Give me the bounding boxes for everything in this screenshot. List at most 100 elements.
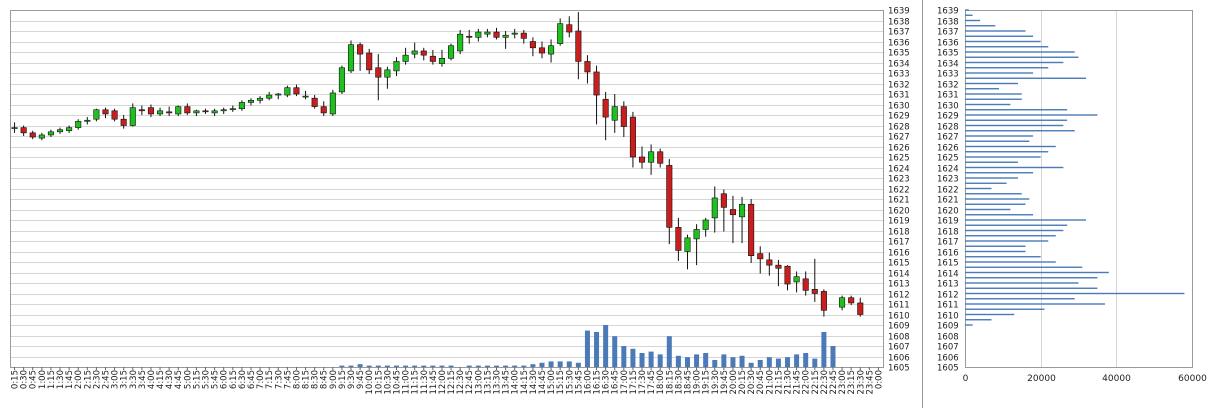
profile-bar xyxy=(965,135,1034,137)
candle-body xyxy=(693,229,700,240)
volume-bar xyxy=(775,358,781,367)
y-tick-label: 1624 xyxy=(888,165,910,175)
x-tick-label: 0:45 xyxy=(29,370,39,389)
profile-bar xyxy=(965,61,1064,64)
volume-bar xyxy=(612,336,618,367)
candle-body xyxy=(157,110,164,115)
candlestick-chart: 1605160616071608160916101611161216131614… xyxy=(10,7,910,395)
volume-bar xyxy=(575,362,581,367)
y-tick-label: 1638 xyxy=(937,18,959,28)
y-tick-label: 1629 xyxy=(937,112,959,122)
y-tick-label: 1634 xyxy=(888,60,910,70)
candle-body xyxy=(84,119,91,122)
candle-body xyxy=(193,110,200,114)
x-tick-label: 19:45 xyxy=(720,370,730,395)
profile-bar xyxy=(965,292,1185,295)
candle-body xyxy=(311,97,318,107)
volume-bar xyxy=(812,358,818,367)
candle-body xyxy=(275,93,282,96)
profile-bar xyxy=(965,303,1105,305)
y-tick-label: 1615 xyxy=(937,259,959,269)
x-tick-label: 19:00 xyxy=(693,370,703,395)
x-tick-label: 1:30 xyxy=(56,370,66,389)
x-tick-label: 4:15 xyxy=(156,370,166,389)
y-tick-label: 1620 xyxy=(888,207,910,217)
y-tick-label: 1628 xyxy=(937,123,959,133)
candle-body xyxy=(375,67,382,78)
profile-bar xyxy=(965,30,1026,32)
candle-body xyxy=(211,110,218,114)
candle-body xyxy=(466,35,473,38)
y-tick-label: 1613 xyxy=(888,280,910,290)
candle-body xyxy=(593,71,600,96)
profile-bar xyxy=(965,229,1064,232)
y-tick-label: 1607 xyxy=(937,343,959,353)
candle-body xyxy=(675,227,682,251)
profile-bar xyxy=(965,198,1030,200)
profile-bar xyxy=(965,124,1064,127)
x-tick-label: 10:00 xyxy=(365,370,375,395)
y-tick-label: 1618 xyxy=(937,228,959,238)
profile-bar xyxy=(965,313,1015,316)
volume-bar xyxy=(439,365,445,367)
volume-bar xyxy=(521,365,527,367)
candle-body xyxy=(320,106,327,114)
y-tick-label: 1619 xyxy=(937,217,959,227)
profile-bar xyxy=(965,77,1087,79)
x-tick-label: 20:15 xyxy=(738,370,748,395)
x-tick-label: 21:15 xyxy=(774,370,784,395)
candle-body xyxy=(366,52,373,71)
candle-body xyxy=(766,259,773,266)
y-tick-label: 1616 xyxy=(937,249,959,259)
plot-frame xyxy=(10,10,884,368)
candle-body xyxy=(338,67,345,93)
x-tick-label: 8:00 xyxy=(292,370,302,389)
candle-body xyxy=(611,106,618,121)
profile-bar xyxy=(965,172,1034,174)
candle-body xyxy=(66,127,73,132)
x-tick-label: 3:30 xyxy=(129,370,139,389)
y-tick-label: 1607 xyxy=(888,343,910,353)
x-tick-label: 12:00 xyxy=(438,370,448,395)
x-tick-label: 16:00 xyxy=(583,370,593,395)
volume-bar xyxy=(484,365,490,367)
volume-bar xyxy=(512,365,518,367)
volume-bar xyxy=(694,354,700,367)
volume-bar xyxy=(366,365,372,367)
y-tick-label: 1614 xyxy=(937,270,959,280)
x-tick-label: 2:30 xyxy=(92,370,102,389)
candle-body xyxy=(648,151,655,163)
volume-bar xyxy=(721,354,727,367)
y-tick-label: 1638 xyxy=(888,18,910,28)
y-tick-label: 1633 xyxy=(888,70,910,80)
profile-bar xyxy=(965,282,1079,284)
x-tick-label: 8:30 xyxy=(311,370,321,389)
y-tick-label: 1621 xyxy=(888,196,910,206)
profile-bar xyxy=(965,277,1098,279)
x-tick-label: 14:15 xyxy=(520,370,530,395)
candle-body xyxy=(784,265,791,285)
y-tick-label: 1628 xyxy=(888,123,910,133)
x-tick-label: 20:00 xyxy=(729,370,739,395)
profile-bar xyxy=(965,250,1026,253)
x-tick-label: 0:15 xyxy=(11,370,21,389)
candle-body xyxy=(184,106,191,114)
volume-bar xyxy=(357,364,363,367)
y-tick-label: 1626 xyxy=(888,144,910,154)
y-tick-label: 1623 xyxy=(888,175,910,185)
y-tick-label: 1639 xyxy=(937,7,959,17)
y-tick-label: 1622 xyxy=(888,186,910,196)
candle-body xyxy=(529,41,536,49)
candle-body xyxy=(111,110,118,120)
x-tick-label: 9:00 xyxy=(329,370,339,389)
candle-body xyxy=(757,253,764,260)
candle-body xyxy=(38,134,45,139)
x-tick-label: 18:30 xyxy=(674,370,684,395)
profile-bar xyxy=(965,156,1041,158)
profile-bar xyxy=(965,119,1068,121)
x-tick-label: 3:45 xyxy=(138,370,148,389)
profile-bar xyxy=(965,93,1022,95)
x-tick-label: 13:15 xyxy=(483,370,493,395)
y-tick-label: 1618 xyxy=(888,228,910,238)
x-tick-label: 10:15 xyxy=(374,370,384,395)
